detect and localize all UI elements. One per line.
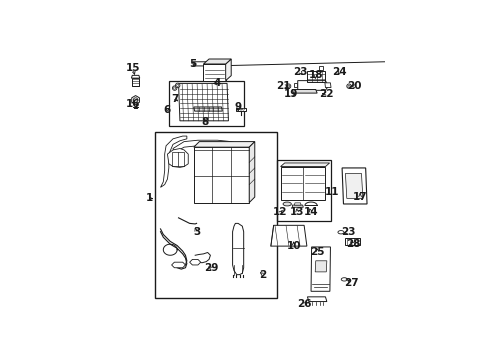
Polygon shape	[225, 59, 231, 81]
Bar	[319, 66, 323, 70]
Text: 26: 26	[297, 299, 311, 309]
Polygon shape	[345, 174, 362, 198]
Text: 22: 22	[318, 89, 333, 99]
Polygon shape	[232, 223, 243, 275]
Bar	[132, 78, 139, 86]
Text: 7: 7	[171, 94, 179, 104]
Circle shape	[173, 87, 175, 89]
Polygon shape	[192, 62, 213, 66]
Polygon shape	[307, 297, 326, 302]
Text: 6: 6	[163, 105, 170, 115]
Bar	[293, 83, 297, 87]
Polygon shape	[203, 59, 231, 64]
Text: 5: 5	[188, 59, 196, 69]
Text: 29: 29	[203, 263, 218, 273]
Text: 25: 25	[310, 247, 325, 257]
Polygon shape	[310, 247, 330, 291]
Polygon shape	[294, 203, 301, 205]
Text: 11: 11	[325, 186, 339, 197]
Circle shape	[240, 108, 241, 110]
Text: 14: 14	[303, 207, 318, 217]
Text: 23: 23	[293, 67, 307, 77]
Polygon shape	[203, 64, 225, 81]
Bar	[155, 132, 276, 298]
Circle shape	[287, 85, 289, 87]
Polygon shape	[171, 262, 185, 268]
Bar	[276, 159, 330, 221]
Polygon shape	[297, 81, 327, 90]
Polygon shape	[160, 136, 186, 187]
Polygon shape	[193, 141, 254, 147]
Text: 27: 27	[343, 278, 358, 288]
Text: 18: 18	[308, 70, 323, 80]
Text: 9: 9	[234, 102, 241, 112]
Circle shape	[347, 85, 349, 87]
Text: 13: 13	[289, 207, 304, 217]
Circle shape	[133, 98, 138, 102]
Polygon shape	[193, 107, 222, 111]
Text: 24: 24	[331, 67, 346, 77]
Ellipse shape	[283, 202, 291, 206]
Polygon shape	[178, 84, 228, 121]
Polygon shape	[249, 141, 254, 203]
Bar	[168, 81, 243, 126]
Text: 20: 20	[346, 81, 361, 91]
Text: 8: 8	[201, 117, 208, 127]
Ellipse shape	[341, 278, 346, 281]
Polygon shape	[280, 163, 329, 167]
Polygon shape	[280, 167, 325, 200]
Circle shape	[172, 86, 177, 90]
Circle shape	[286, 84, 290, 89]
Text: 12: 12	[273, 207, 287, 217]
Polygon shape	[345, 238, 359, 245]
Circle shape	[346, 84, 350, 89]
Text: 3: 3	[193, 227, 200, 237]
Polygon shape	[189, 260, 200, 265]
Polygon shape	[173, 140, 250, 154]
Text: 17: 17	[352, 192, 366, 202]
Text: 1: 1	[145, 193, 153, 203]
Text: 16: 16	[125, 99, 140, 109]
Polygon shape	[292, 205, 303, 207]
Polygon shape	[131, 75, 140, 78]
Polygon shape	[292, 90, 317, 93]
Polygon shape	[193, 147, 249, 203]
Circle shape	[176, 84, 179, 86]
Circle shape	[242, 108, 244, 110]
Polygon shape	[342, 168, 366, 204]
Bar	[171, 152, 183, 166]
Text: 2: 2	[259, 270, 266, 280]
Circle shape	[175, 83, 180, 87]
Text: 23: 23	[340, 227, 355, 237]
Text: 15: 15	[125, 63, 140, 73]
Polygon shape	[131, 96, 139, 104]
Text: 4: 4	[213, 78, 221, 89]
Circle shape	[237, 108, 239, 110]
Text: 21: 21	[276, 81, 290, 91]
Polygon shape	[324, 83, 330, 87]
Polygon shape	[315, 261, 326, 272]
Polygon shape	[167, 149, 188, 167]
Bar	[307, 71, 325, 82]
Text: 19: 19	[283, 90, 297, 99]
Polygon shape	[236, 108, 245, 111]
Text: 28: 28	[346, 239, 360, 249]
Text: 10: 10	[286, 240, 300, 251]
Polygon shape	[270, 225, 306, 246]
Ellipse shape	[337, 231, 344, 234]
